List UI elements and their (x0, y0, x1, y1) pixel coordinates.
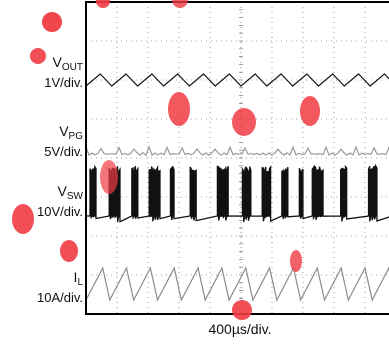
vsw-label: VSW 10V/div. (36, 183, 83, 220)
vout-label: VOUT 1V/div. (44, 54, 83, 91)
watermark-dot (30, 48, 46, 64)
vpg-trace (85, 145, 389, 157)
traces (85, 73, 389, 302)
vpg-label: VPG 5V/div. (44, 123, 83, 160)
watermark-dot (232, 108, 256, 136)
time-scale-label: 400µs/div. (208, 321, 272, 337)
il-label: IL 10A/div. (36, 269, 83, 306)
watermark-dot (300, 96, 320, 126)
il-trace (85, 266, 389, 302)
watermark-dot (12, 204, 34, 234)
watermark-dot (100, 160, 118, 194)
grid (86, 1, 389, 315)
watermark-dot (168, 92, 190, 126)
watermark-dot (172, 0, 188, 8)
vsw-trace (86, 163, 389, 223)
watermark-dot (232, 300, 252, 320)
watermark-dot (60, 240, 78, 262)
watermark-dot (96, 0, 110, 8)
vout-trace (85, 73, 389, 87)
watermark-dot (290, 250, 302, 272)
watermark-dot (42, 12, 62, 32)
